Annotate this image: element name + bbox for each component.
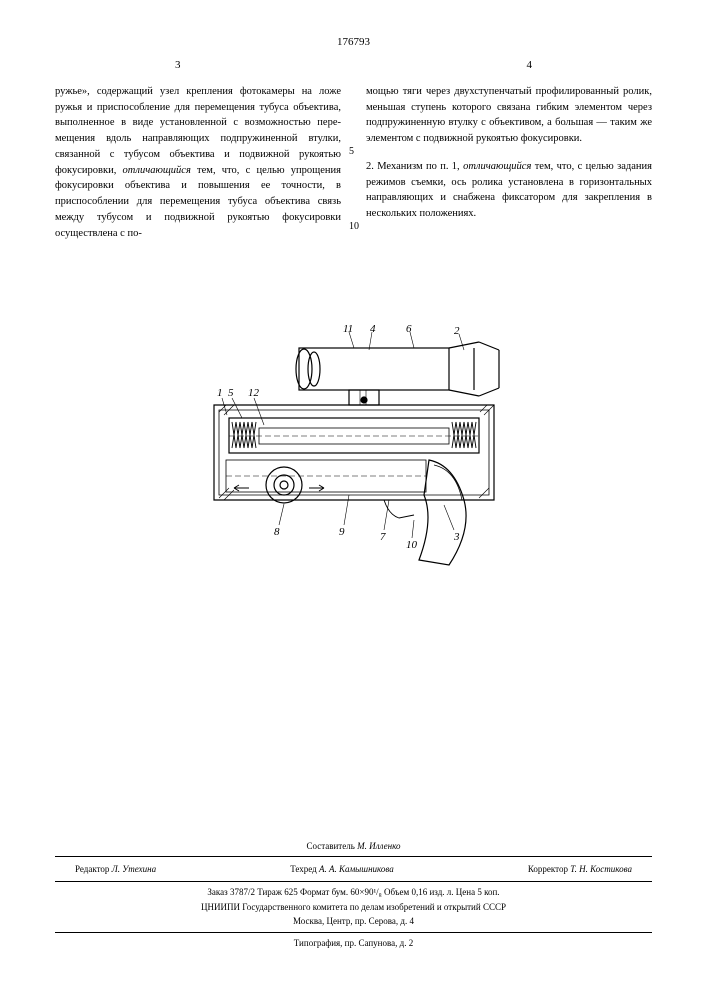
line-marker-10: 10 bbox=[349, 219, 359, 234]
document-footer: Составитель М. Илленко Редактор Л. Утехи… bbox=[55, 839, 652, 950]
fig-label-11: 11 bbox=[343, 323, 353, 335]
fig-label-1: 1 bbox=[217, 387, 223, 399]
right-paragraph-2: 2. Механизм по п. 1, отличающийся тем, ч… bbox=[366, 159, 652, 222]
org-line: ЦНИИПИ Государственного комитета по дела… bbox=[55, 900, 652, 914]
fig-label-5: 5 bbox=[228, 387, 234, 399]
left-text: ружье», содержащий узел крепления фотока… bbox=[55, 86, 341, 239]
editorial-line: Редактор Л. Утехина Техред А. А. Камышни… bbox=[55, 860, 652, 878]
text-columns: ружье», содержащий узел крепления фотока… bbox=[0, 74, 707, 242]
address-line: Москва, Центр, пр. Серова, д. 4 bbox=[55, 914, 652, 928]
fig-label-4: 4 bbox=[370, 323, 376, 335]
right-column: 5 10 мощью тяги через двухступенчатый пр… bbox=[361, 84, 652, 242]
col-left-number: 3 bbox=[175, 58, 181, 73]
drawing-svg: 1 5 12 11 4 6 2 3 8 9 7 10 bbox=[154, 320, 554, 580]
right-paragraph-1: мощью тяги через двухступенчатый профили… bbox=[366, 84, 652, 147]
order-line: Заказ 3787/2 Тираж 625 Формат бум. 60×90… bbox=[55, 885, 652, 899]
technical-drawing: 1 5 12 11 4 6 2 3 8 9 7 10 bbox=[0, 310, 707, 590]
fig-label-8: 8 bbox=[274, 526, 280, 538]
typography-line: Типография, пр. Сапунова, д. 2 bbox=[55, 936, 652, 950]
compiler-line: Составитель М. Илленко bbox=[55, 839, 652, 853]
fig-label-9: 9 bbox=[339, 526, 345, 538]
fig-label-2: 2 bbox=[454, 325, 460, 337]
fig-label-10: 10 bbox=[406, 539, 418, 551]
fig-label-12: 12 bbox=[248, 387, 260, 399]
line-marker-5: 5 bbox=[349, 144, 354, 159]
fig-label-7: 7 bbox=[380, 531, 386, 543]
col-right-number: 4 bbox=[527, 58, 533, 73]
fig-label-6: 6 bbox=[406, 323, 412, 335]
doc-number: 176793 bbox=[0, 0, 707, 50]
left-column: ружье», содержащий узел крепления фотока… bbox=[55, 84, 346, 242]
fig-label-3: 3 bbox=[453, 531, 460, 543]
